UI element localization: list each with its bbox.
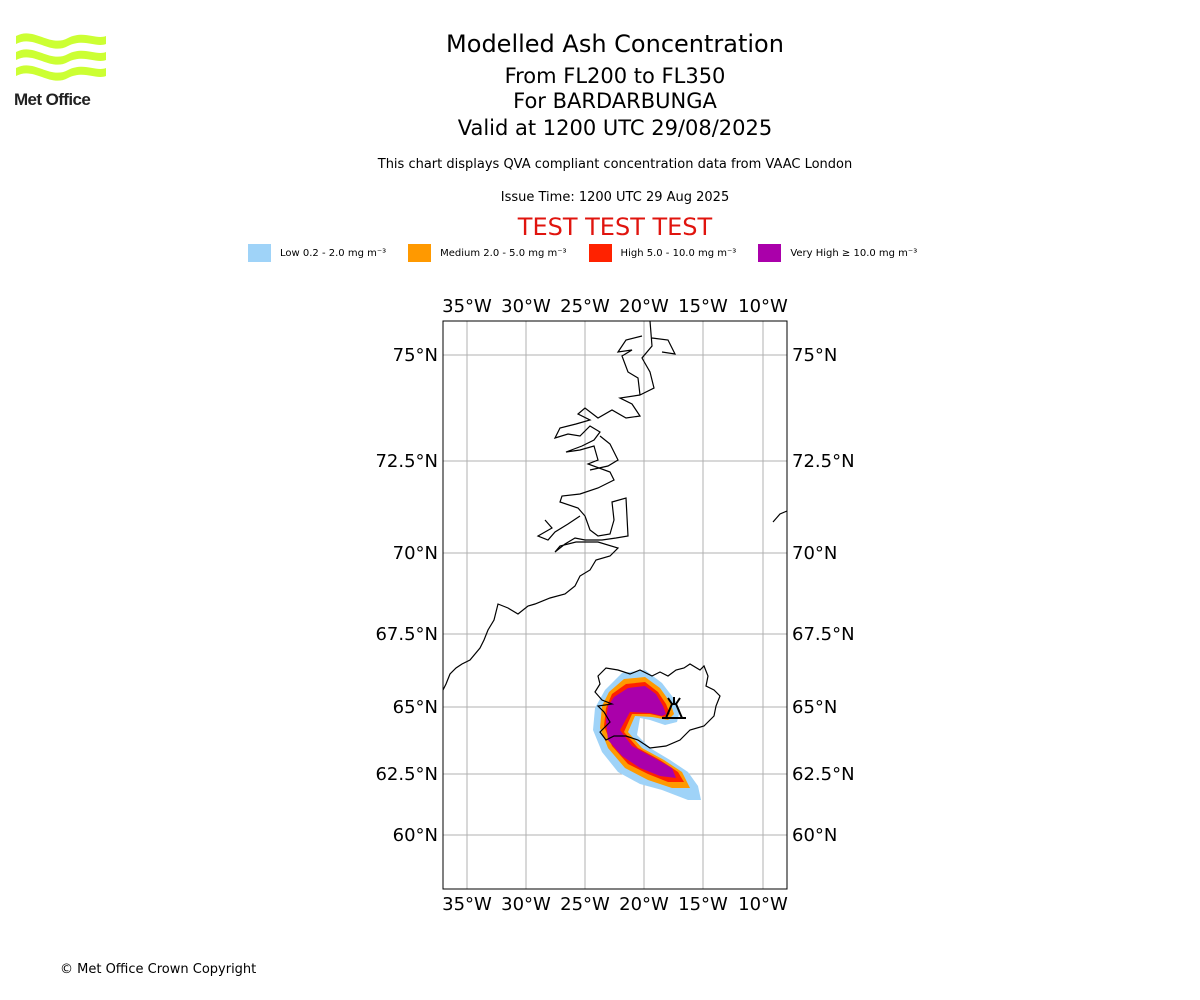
legend-item-low: Low 0.2 - 2.0 mg m⁻³ — [248, 244, 386, 262]
coastlines — [442, 320, 788, 749]
lat-label-right-60n: 60°N — [792, 825, 837, 846]
jan-mayen-coast — [772, 510, 788, 523]
lon-label-bottom-20w: 20°W — [619, 894, 669, 915]
copyright-notice: © Met Office Crown Copyright — [60, 962, 257, 977]
lat-label-right-65n: 65°N — [792, 697, 837, 718]
greenland-coastline — [442, 320, 677, 691]
lat-label-right-70n: 70°N — [792, 543, 837, 564]
test-banner: TEST TEST TEST — [517, 213, 713, 241]
flight-level-range: From FL200 to FL350 — [504, 64, 726, 88]
legend-swatch-high — [588, 244, 612, 262]
lon-label-bottom-10w: 10°W — [738, 894, 788, 915]
lat-label-right-67-5n: 67.5°N — [792, 624, 855, 645]
volcano-name: For BARDARBUNGA — [513, 89, 717, 113]
lon-label-top-25w: 25°W — [560, 296, 610, 317]
greenland-fjord-1 — [536, 515, 581, 541]
legend-label-high: High 5.0 - 10.0 mg m⁻³ — [620, 247, 737, 259]
chart-title: Modelled Ash Concentration — [446, 30, 784, 58]
issue-time: Issue Time: 1200 UTC 29 Aug 2025 — [500, 190, 730, 205]
legend-swatch-very-high — [758, 244, 782, 262]
legend-item-very-high: Very High ≥ 10.0 mg m⁻³ — [758, 244, 917, 262]
lat-label-left-62-5n: 62.5°N — [375, 764, 438, 785]
lon-label-bottom-30w: 30°W — [501, 894, 551, 915]
legend-swatch-low — [248, 244, 271, 262]
ash-very-high-zone — [606, 686, 676, 778]
met-office-waves-icon — [16, 33, 106, 81]
concentration-legend: Low 0.2 - 2.0 mg m⁻³ Medium 2.0 - 5.0 mg… — [248, 244, 939, 262]
legend-swatch-medium — [408, 244, 432, 262]
legend-item-medium: Medium 2.0 - 5.0 mg m⁻³ — [408, 244, 567, 262]
iceland-coastline — [594, 663, 721, 749]
lat-label-right-75n: 75°N — [792, 345, 837, 366]
lat-label-left-67-5n: 67.5°N — [375, 624, 438, 645]
greenland-fjord-2 — [589, 435, 619, 471]
lat-label-left-72-5n: 72.5°N — [375, 451, 438, 472]
map-gridlines — [443, 321, 787, 889]
lat-label-left-70n: 70°N — [393, 543, 438, 564]
lon-label-top-20w: 20°W — [619, 296, 669, 317]
map-frame — [442, 320, 788, 890]
lon-label-top-15w: 15°W — [678, 296, 728, 317]
lon-label-top-10w: 10°W — [738, 296, 788, 317]
lat-label-left-60n: 60°N — [393, 825, 438, 846]
lon-label-bottom-15w: 15°W — [678, 894, 728, 915]
lat-label-left-65n: 65°N — [393, 697, 438, 718]
lon-label-bottom-35w: 35°W — [442, 894, 492, 915]
legend-item-high: High 5.0 - 10.0 mg m⁻³ — [588, 244, 737, 262]
lon-label-bottom-25w: 25°W — [560, 894, 610, 915]
legend-label-low: Low 0.2 - 2.0 mg m⁻³ — [280, 247, 387, 259]
volcano-marker-icon — [662, 697, 686, 719]
valid-time: Valid at 1200 UTC 29/08/2025 — [457, 116, 773, 140]
chart-subtitle: This chart displays QVA compliant concen… — [377, 157, 853, 172]
met-office-logo-text: Met Office — [14, 90, 91, 109]
lon-label-top-35w: 35°W — [442, 296, 492, 317]
met-office-logo: Met Office — [14, 30, 108, 114]
lat-label-right-72-5n: 72.5°N — [792, 451, 855, 472]
lon-label-top-30w: 30°W — [501, 296, 551, 317]
lat-label-right-62-5n: 62.5°N — [792, 764, 855, 785]
legend-label-medium: Medium 2.0 - 5.0 mg m⁻³ — [440, 247, 567, 259]
lat-label-left-75n: 75°N — [393, 345, 438, 366]
legend-label-very-high: Very High ≥ 10.0 mg m⁻³ — [790, 247, 918, 259]
